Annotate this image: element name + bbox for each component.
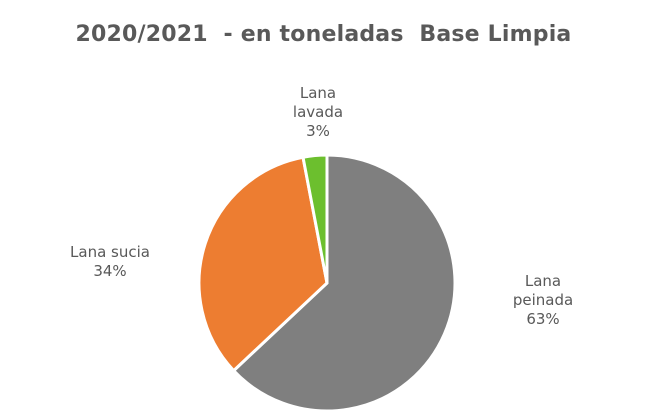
slice-label-lana-peinada: Lana peinada 63% xyxy=(488,272,598,329)
slice-label-line: lavada xyxy=(292,103,344,121)
pie-slice-lana-peinada xyxy=(232,153,457,413)
slice-label-line: peinada xyxy=(512,291,574,309)
slice-percent: 3% xyxy=(306,122,330,140)
pie-slice-lana-lavada xyxy=(301,153,329,285)
slice-percent: 34% xyxy=(93,262,127,280)
slice-label-lana-sucia: Lana sucia 34% xyxy=(40,243,180,281)
slice-label-line: Lana sucia xyxy=(70,243,150,261)
slice-label-line: Lana xyxy=(524,272,562,290)
chart-title: 2020/2021 - en toneladas Base Limpia xyxy=(75,22,572,47)
slice-percent: 63% xyxy=(526,310,560,328)
slice-label-line: Lana xyxy=(299,84,337,102)
pie-slice-lana-sucia xyxy=(197,155,329,373)
slice-label-lana-lavada: Lana lavada 3% xyxy=(268,84,368,141)
